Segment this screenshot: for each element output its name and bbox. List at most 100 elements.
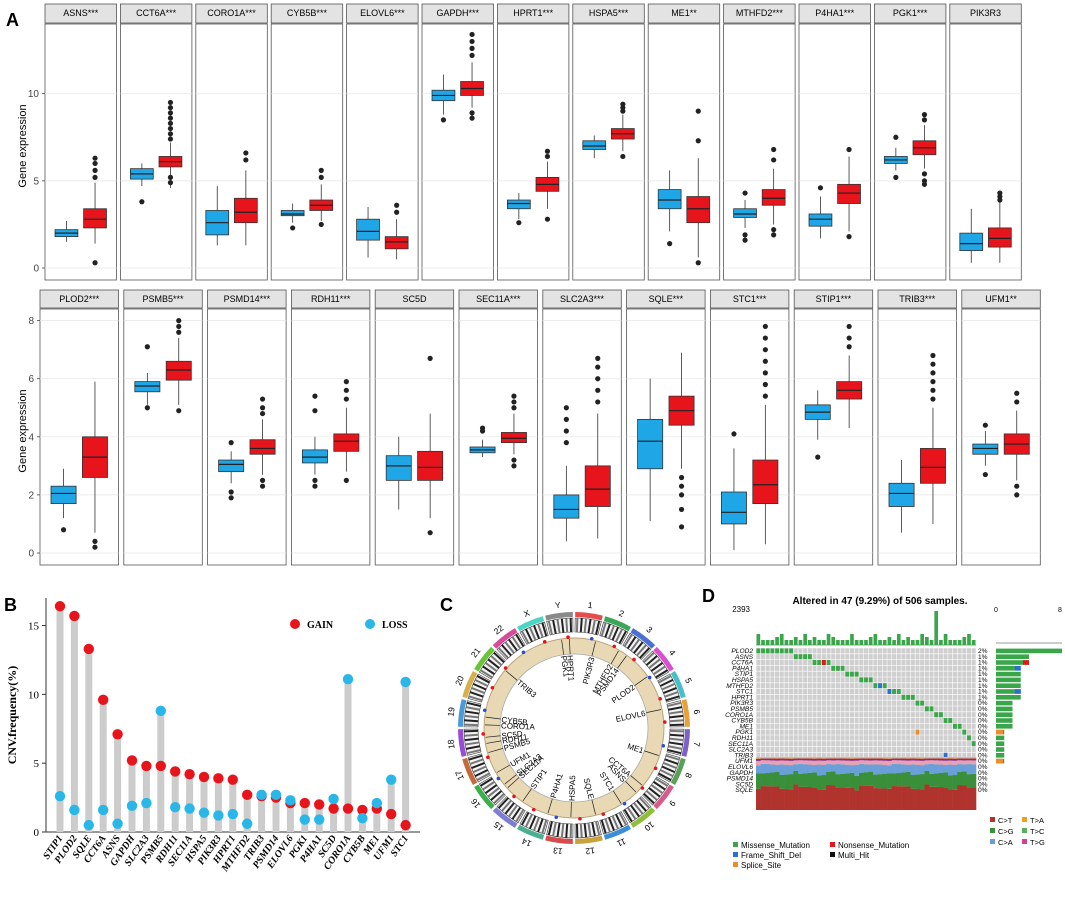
tumor-outlier [763, 347, 768, 352]
titv-bar-segment [910, 789, 915, 810]
titv-bar-segment [761, 758, 766, 760]
titv-bar-segment [775, 757, 780, 759]
loss-dot [300, 814, 310, 824]
tumor-outlier [428, 530, 433, 535]
titv-bar-segment [826, 764, 831, 772]
titv-bar-segment [882, 759, 887, 761]
titv-bar-segment [826, 772, 831, 785]
mutation-cell [850, 672, 854, 677]
mutation-cell [841, 666, 845, 671]
loss-dot [285, 795, 295, 805]
chromosome-label: 22 [492, 623, 506, 637]
titv-bar-segment [920, 774, 925, 789]
titv-bar-segment [784, 757, 789, 759]
titv-bar-segment [878, 757, 883, 759]
tumor-outlier [319, 168, 324, 173]
tumor-box [838, 184, 861, 203]
tumor-outlier [545, 217, 550, 222]
side-axis-max: 8 [1058, 607, 1062, 614]
titv-bar-segment [859, 773, 864, 786]
mutation-cell [869, 677, 873, 682]
titv-bar-segment [896, 773, 901, 786]
titv-bar-segment [953, 757, 958, 759]
cnv-marker [654, 766, 658, 770]
side-bar-segment [1023, 660, 1029, 665]
titv-bar-segment [925, 760, 930, 764]
gain-dot [69, 611, 79, 621]
normal-box [507, 200, 530, 209]
mutation-cell [775, 648, 779, 653]
titv-bar-segment [854, 757, 859, 759]
tumor-outlier [595, 399, 600, 404]
titv-bar-segment [850, 765, 855, 773]
gain-dot [141, 761, 151, 771]
mutation-cell [831, 666, 835, 671]
tumor-outlier [168, 100, 173, 105]
loss-dot [343, 674, 353, 684]
chromosome-label: 20 [453, 674, 466, 687]
tumor-outlier [620, 102, 625, 107]
titv-bar-segment [761, 757, 766, 758]
normal-outlier [61, 527, 66, 532]
titv-bar-segment [859, 758, 864, 760]
titv-bar-segment [957, 758, 962, 760]
tmb-bar [841, 640, 845, 645]
gain-dot [228, 774, 238, 784]
titv-bar-segment [779, 764, 784, 775]
tmb-bar [934, 611, 938, 645]
titv-bar-segment [845, 761, 850, 765]
titv-bar-segment [826, 758, 831, 760]
titv-bar-segment [826, 785, 831, 810]
tumor-box [385, 237, 408, 249]
titv-bar-segment [793, 758, 798, 760]
titv-legend-label: C>G [998, 827, 1014, 836]
titv-bar-segment [929, 758, 934, 760]
titv-bar-segment [765, 764, 770, 773]
titv-bar-segment [779, 789, 784, 810]
normal-outlier [312, 484, 317, 489]
gene-label: HPRT1 [565, 655, 575, 682]
titv-bar-segment [779, 760, 784, 764]
titv-bar-segment [910, 757, 915, 758]
titv-bar-segment [920, 757, 925, 759]
tumor-outlier [997, 190, 1002, 195]
titv-bar-segment [906, 772, 911, 786]
titv-bar-segment [822, 765, 827, 775]
chromosome-label: 14 [520, 836, 533, 849]
tmb-bar [766, 640, 770, 645]
panel-d-label: D [702, 586, 715, 606]
tmb-bar [869, 637, 873, 645]
titv-bar-segment [957, 785, 962, 810]
tumor-outlier [168, 180, 173, 185]
mutation-legend-swatch [733, 862, 738, 867]
titv-bar-segment [929, 760, 934, 764]
titv-bar-segment [765, 786, 770, 810]
titv-bar-segment [817, 790, 822, 810]
titv-bar-segment [798, 758, 803, 760]
titv-bar-segment [887, 761, 892, 765]
normal-outlier [139, 199, 144, 204]
tumor-box [585, 466, 610, 507]
tumor-outlier [595, 364, 600, 369]
gain-dot [400, 820, 410, 830]
tumor-box [418, 451, 443, 480]
ideogram-band [581, 824, 582, 838]
facet-title: ASNS*** [63, 8, 99, 18]
titv-bar-segment [779, 758, 784, 760]
titv-bar-segment [807, 757, 812, 759]
side-bar [996, 741, 1004, 746]
titv-bar-segment [807, 765, 812, 773]
tmb-bar [827, 634, 831, 645]
titv-bar-segment [859, 760, 864, 764]
tumor-outlier [260, 411, 265, 416]
titv-bar-segment [915, 765, 920, 775]
facet-title: TRIB3*** [899, 294, 936, 304]
titv-bar-segment [896, 764, 901, 773]
titv-bar-segment [934, 758, 939, 760]
tumor-outlier [168, 175, 173, 180]
tmb-bar [911, 640, 915, 645]
tumor-box [687, 197, 710, 223]
titv-bar-segment [939, 787, 944, 810]
facet-title: PSMB5*** [143, 294, 185, 304]
titv-bar-segment [761, 773, 766, 786]
